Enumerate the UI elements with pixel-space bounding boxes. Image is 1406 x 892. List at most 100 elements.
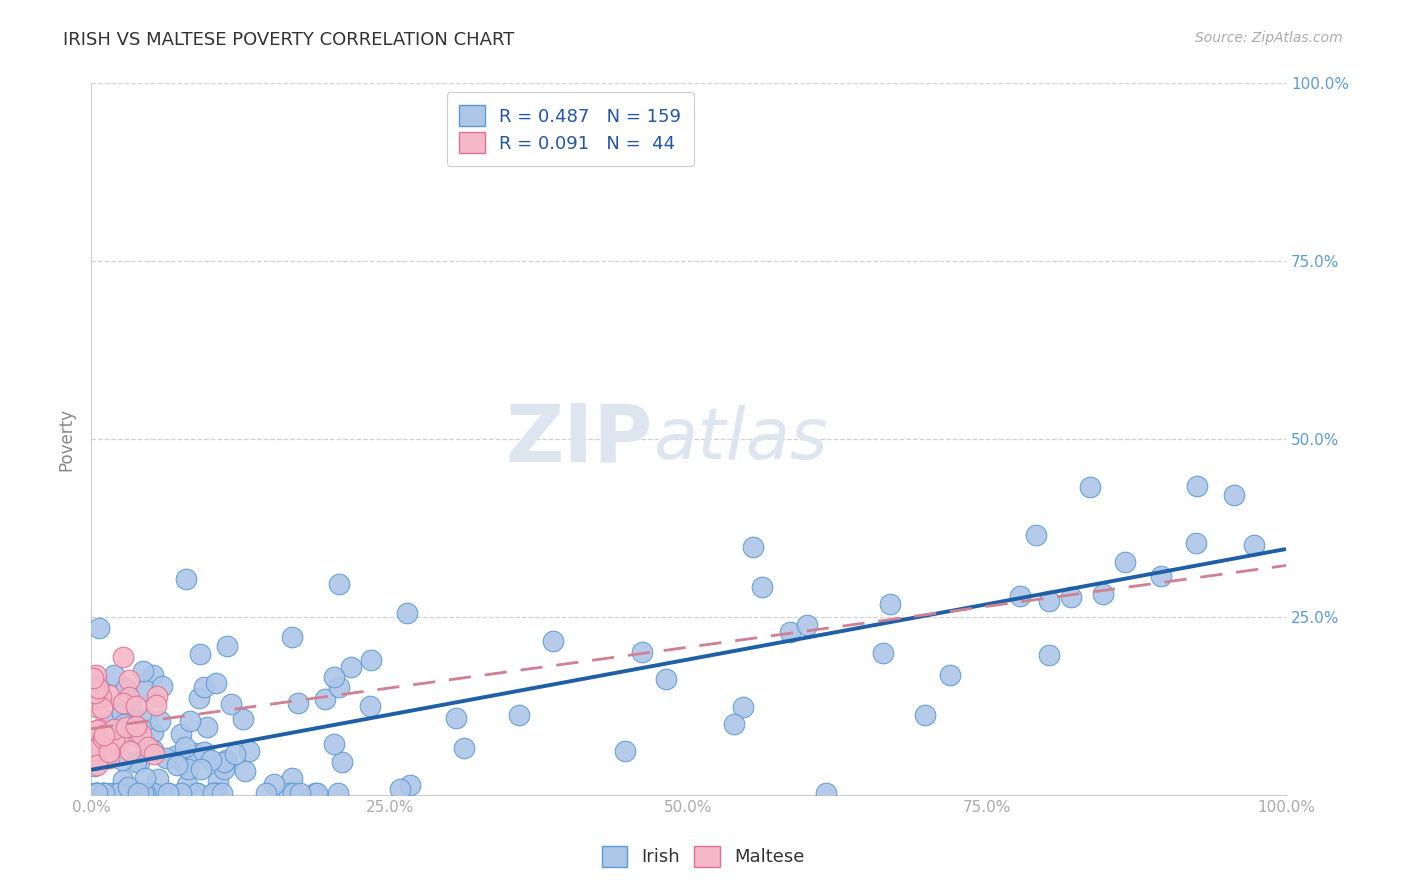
Point (134, 786, 156, 800)
Point (136, 786, 159, 800)
Point (110, 786, 132, 800)
Point (111, 649, 134, 664)
Point (278, 786, 301, 800)
Point (111, 706, 134, 720)
Point (796, 618, 818, 632)
Point (87, 677, 110, 691)
Point (340, 660, 363, 674)
Point (150, 679, 173, 693)
Point (98, 750, 121, 764)
Point (359, 699, 381, 714)
Point (322, 670, 344, 684)
Point (115, 681, 138, 695)
Point (176, 778, 198, 792)
Point (399, 778, 422, 792)
Point (107, 786, 129, 800)
Point (183, 746, 205, 760)
Point (86, 786, 108, 800)
Point (283, 786, 305, 800)
Point (170, 786, 193, 800)
Point (221, 698, 243, 712)
Point (444, 710, 467, 724)
Point (131, 786, 153, 800)
Point (103, 732, 125, 747)
Point (84, 786, 107, 800)
Point (1114, 555, 1136, 569)
Point (83, 759, 105, 773)
Point (205, 786, 228, 800)
Point (205, 675, 228, 690)
Point (723, 717, 745, 731)
Point (190, 763, 212, 777)
Point (125, 718, 148, 732)
Point (118, 690, 141, 705)
Point (86, 731, 108, 746)
Point (232, 712, 254, 726)
Point (1150, 568, 1173, 582)
Point (107, 733, 129, 747)
Point (914, 708, 936, 723)
Point (89, 621, 111, 635)
Point (330, 755, 353, 769)
Point (125, 730, 148, 744)
Point (118, 785, 141, 799)
Point (207, 774, 229, 789)
Point (872, 646, 894, 660)
Point (98, 714, 121, 728)
Point (91, 786, 114, 800)
Point (125, 698, 148, 713)
Point (211, 786, 233, 800)
Point (187, 691, 209, 706)
Text: Source: ZipAtlas.com: Source: ZipAtlas.com (1195, 31, 1343, 45)
Point (939, 668, 962, 682)
Point (120, 744, 142, 758)
Point (322, 737, 344, 751)
Point (90, 742, 112, 756)
Point (453, 741, 475, 756)
Point (142, 743, 165, 757)
Point (86, 699, 108, 714)
Point (127, 786, 149, 800)
Point (174, 740, 197, 755)
Point (86, 786, 108, 800)
Point (145, 698, 167, 713)
Point (142, 786, 165, 800)
Point (111, 753, 134, 767)
Point (134, 683, 156, 698)
Point (1060, 590, 1083, 604)
Point (112, 717, 135, 731)
Point (131, 786, 153, 800)
Point (238, 744, 260, 758)
Point (142, 725, 165, 739)
Point (94, 736, 117, 750)
Point (142, 747, 165, 762)
Point (125, 755, 148, 769)
Point (82, 671, 104, 685)
Point (188, 647, 211, 661)
Point (179, 714, 201, 728)
Point (165, 749, 187, 764)
Point (1025, 527, 1047, 541)
Point (202, 786, 225, 800)
Point (1243, 538, 1265, 552)
Point (541, 634, 564, 648)
Point (83, 786, 105, 800)
Point (97, 745, 120, 759)
Point (1092, 587, 1115, 601)
Point (111, 773, 134, 788)
Point (233, 764, 256, 778)
Point (195, 720, 218, 734)
Point (91, 700, 114, 714)
Point (108, 786, 131, 800)
Point (117, 786, 139, 800)
Point (200, 753, 222, 767)
Point (101, 724, 124, 739)
Point (93, 728, 115, 742)
Point (89, 752, 111, 766)
Point (280, 630, 302, 644)
Point (132, 664, 155, 678)
Point (305, 786, 328, 800)
Point (84, 739, 107, 754)
Point (91, 731, 114, 745)
Text: ZIP: ZIP (506, 401, 652, 478)
